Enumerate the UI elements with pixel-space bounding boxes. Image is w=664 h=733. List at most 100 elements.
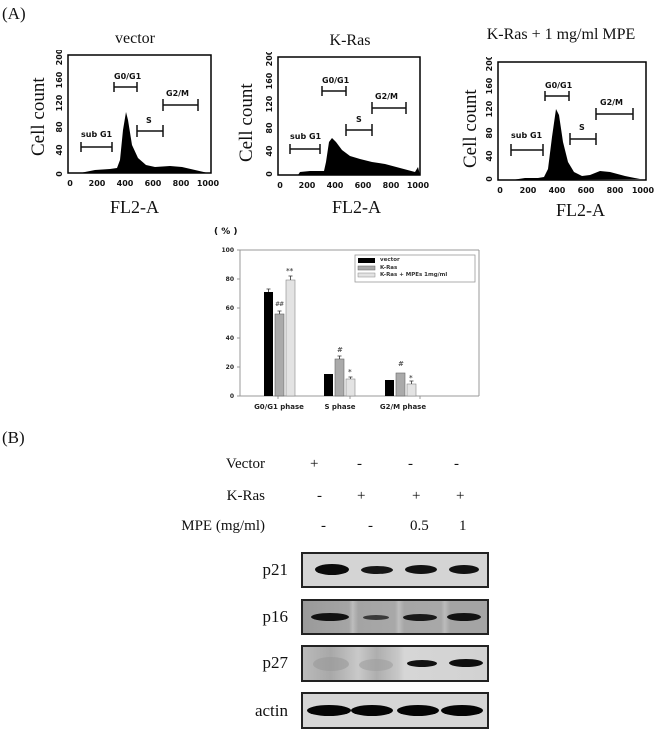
cell: + bbox=[412, 488, 421, 504]
svg-text:800: 800 bbox=[173, 179, 190, 188]
svg-text:400: 400 bbox=[327, 181, 344, 190]
blot-p16 bbox=[301, 599, 489, 635]
svg-text:120: 120 bbox=[485, 100, 494, 117]
svg-text:1000: 1000 bbox=[197, 179, 220, 188]
cell: 0.5 bbox=[410, 518, 429, 534]
svg-text:160: 160 bbox=[265, 72, 274, 89]
svg-text:S: S bbox=[579, 123, 585, 132]
svg-text:80: 80 bbox=[55, 121, 64, 133]
svg-text:80: 80 bbox=[265, 122, 274, 134]
row-label-vector: Vector bbox=[225, 456, 265, 472]
cell: - bbox=[317, 488, 322, 504]
legend-vector: vector bbox=[380, 257, 400, 263]
category-label: G2/M phase bbox=[379, 403, 427, 411]
svg-text:0: 0 bbox=[230, 393, 234, 400]
svg-text:40: 40 bbox=[55, 144, 64, 156]
svg-text:600: 600 bbox=[578, 186, 595, 195]
histogram-k-ras-mpe: K-Ras + 1 mg/ml MPE Cell count 0 40 80 1… bbox=[440, 0, 664, 220]
y-axis-unit-label: ( % ) bbox=[214, 227, 238, 237]
svg-text:80: 80 bbox=[226, 276, 234, 283]
x-axis-label: FL2-A bbox=[332, 197, 381, 217]
cell: + bbox=[310, 456, 319, 472]
svg-text:40: 40 bbox=[265, 145, 274, 157]
histogram-plot: 0 40 80 120 160 200 0 200 400 600 800 10… bbox=[485, 57, 655, 195]
histogram-title: K-Ras bbox=[329, 32, 371, 49]
svg-text:0: 0 bbox=[55, 171, 64, 177]
svg-text:0: 0 bbox=[265, 171, 274, 177]
svg-text:0: 0 bbox=[497, 186, 503, 195]
svg-text:200: 200 bbox=[520, 186, 537, 195]
svg-text:G2/M: G2/M bbox=[375, 92, 398, 101]
treatment-table: Vector K-Ras MPE (mg/ml) + - - - - + + +… bbox=[0, 450, 664, 540]
category-label: G0/G1 phase bbox=[254, 403, 304, 411]
svg-text:800: 800 bbox=[383, 181, 400, 190]
svg-text:sub G1: sub G1 bbox=[290, 132, 322, 141]
svg-text:G0/G1: G0/G1 bbox=[545, 81, 573, 90]
svg-text:S: S bbox=[356, 115, 362, 124]
svg-text:S: S bbox=[146, 116, 152, 125]
svg-text:60: 60 bbox=[226, 305, 234, 312]
svg-text:800: 800 bbox=[607, 186, 624, 195]
category-label: S phase bbox=[324, 403, 356, 411]
blot-p21 bbox=[301, 552, 489, 588]
bar-chart: ( % ) 100 80 60 40 20 0 bbox=[200, 222, 490, 422]
legend-k-ras-mpe: K-Ras + MPEs 1mg/ml bbox=[380, 272, 448, 278]
svg-text:G0/G1: G0/G1 bbox=[114, 72, 142, 81]
cell: - bbox=[408, 456, 413, 472]
histogram-title: vector bbox=[115, 30, 155, 47]
annotation: * bbox=[409, 374, 413, 382]
svg-text:200: 200 bbox=[485, 57, 494, 71]
svg-text:0: 0 bbox=[67, 179, 73, 188]
blot-p27 bbox=[301, 645, 489, 682]
legend-k-ras: K-Ras bbox=[380, 264, 398, 271]
row-label-k-ras: K-Ras bbox=[226, 488, 265, 504]
svg-text:sub G1: sub G1 bbox=[81, 130, 113, 139]
svg-text:400: 400 bbox=[117, 179, 134, 188]
protein-label-p16: p16 bbox=[262, 607, 289, 626]
svg-text:1000: 1000 bbox=[632, 186, 655, 195]
cell: - bbox=[357, 456, 362, 472]
svg-text:600: 600 bbox=[145, 179, 162, 188]
svg-text:200: 200 bbox=[265, 52, 274, 66]
histogram-k-ras: K-Ras Cell count 0 40 80 120 160 200 0 2… bbox=[220, 0, 440, 220]
annotation: ** bbox=[286, 267, 294, 275]
protein-label-actin: actin bbox=[254, 701, 288, 720]
protein-label-p27: p27 bbox=[262, 653, 289, 672]
annotation: ## bbox=[275, 301, 284, 308]
histogram-title: K-Ras + 1 mg/ml MPE bbox=[486, 26, 636, 43]
svg-text:40: 40 bbox=[485, 150, 494, 162]
svg-text:sub G1: sub G1 bbox=[511, 131, 543, 140]
svg-text:0: 0 bbox=[277, 181, 283, 190]
histogram-plot: 0 40 80 120 160 200 0 200 400 600 800 10… bbox=[265, 52, 430, 190]
svg-text:1000: 1000 bbox=[407, 181, 430, 190]
svg-text:120: 120 bbox=[55, 94, 64, 111]
annotation: # bbox=[337, 346, 342, 354]
svg-text:G2/M: G2/M bbox=[600, 98, 623, 107]
x-axis-label: FL2-A bbox=[556, 200, 605, 220]
blot-actin bbox=[301, 692, 489, 729]
cell: + bbox=[456, 488, 465, 504]
svg-text:600: 600 bbox=[355, 181, 372, 190]
svg-text:160: 160 bbox=[55, 71, 64, 88]
svg-text:G0/G1: G0/G1 bbox=[322, 76, 350, 85]
svg-text:120: 120 bbox=[265, 95, 274, 112]
svg-text:100: 100 bbox=[221, 247, 234, 254]
svg-text:40: 40 bbox=[226, 335, 234, 342]
protein-label-p21: p21 bbox=[262, 560, 289, 579]
histogram-vector: vector Cell count 0 40 80 120 160 200 0 … bbox=[0, 0, 220, 220]
panel-a-label: (A) bbox=[2, 4, 26, 23]
svg-text:200: 200 bbox=[89, 179, 106, 188]
svg-text:G2/M: G2/M bbox=[166, 89, 189, 98]
svg-text:400: 400 bbox=[549, 186, 566, 195]
annotation: # bbox=[398, 360, 403, 368]
histogram-plot: 0 40 80 120 160 200 0 200 400 600 800 10… bbox=[55, 50, 220, 188]
bar-chart-plot: 100 80 60 40 20 0 bbox=[221, 247, 480, 400]
cell: - bbox=[368, 518, 373, 534]
cell: 1 bbox=[459, 518, 467, 534]
x-axis-label: FL2-A bbox=[110, 197, 159, 217]
svg-text:200: 200 bbox=[299, 181, 316, 190]
panel-b-label: (B) bbox=[2, 428, 25, 447]
svg-text:0: 0 bbox=[485, 176, 494, 182]
svg-text:20: 20 bbox=[226, 364, 234, 371]
annotation: * bbox=[348, 368, 352, 376]
